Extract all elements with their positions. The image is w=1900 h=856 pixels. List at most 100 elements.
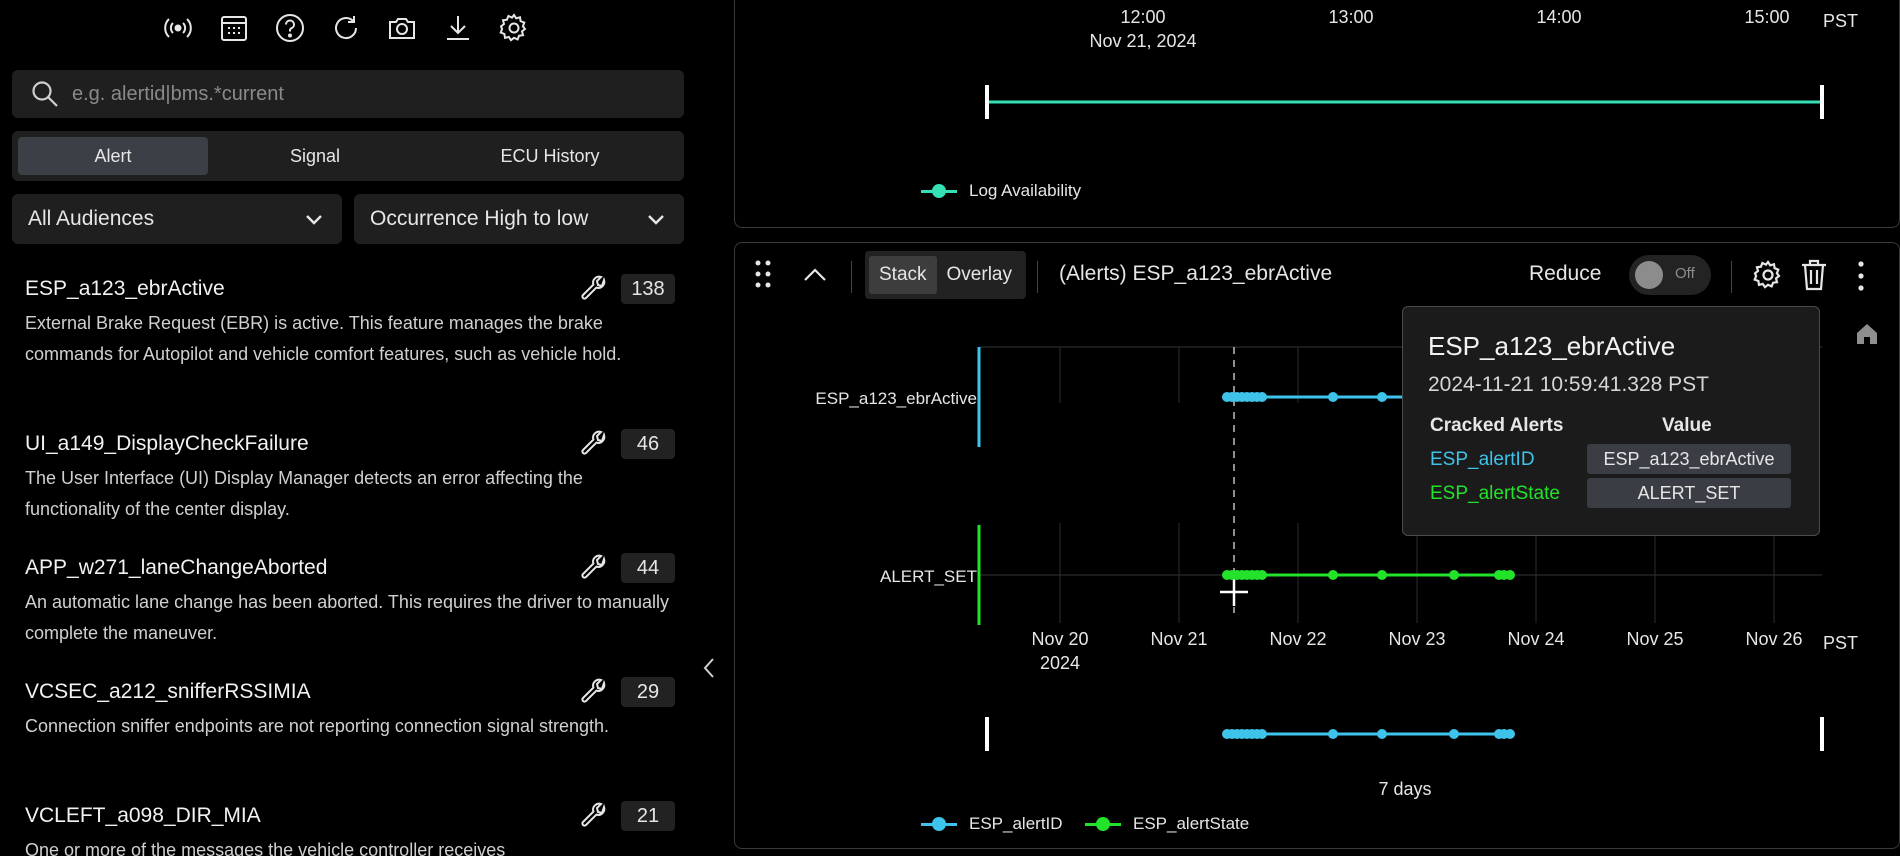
date-tick: Nov 24	[1507, 629, 1565, 649]
home-icon[interactable]	[1854, 321, 1880, 352]
data-point	[1449, 570, 1459, 580]
availability-timeline[interactable]	[735, 0, 1900, 229]
data-point	[1257, 729, 1267, 739]
data-point	[1328, 392, 1338, 402]
occurrence-count: 46	[621, 429, 675, 459]
gear-icon[interactable]	[1752, 259, 1784, 296]
date-tick: Nov 23	[1388, 629, 1446, 649]
cursor-icon	[1220, 578, 1248, 606]
toggle-state: Off	[1675, 265, 1695, 282]
tab-ecu-history[interactable]: ECU History	[500, 145, 600, 166]
tab-signal[interactable]: Signal	[289, 145, 341, 166]
data-point	[1257, 392, 1267, 402]
alert-title: VCLEFT_a098_DIR_MIA	[25, 804, 261, 827]
view-tabs: Alert Signal ECU History	[12, 131, 684, 181]
date-tick: Nov 21	[1150, 629, 1208, 649]
chevron-up-icon[interactable]	[801, 261, 829, 294]
sort-value: Occurrence High to low	[370, 207, 589, 230]
occurrence-count: 44	[621, 553, 675, 583]
broadcast-icon[interactable]	[160, 10, 196, 46]
list-item[interactable]: ESP_a123_ebrActive 138 External Brake Re…	[0, 262, 700, 417]
date-label: Nov 21, 2024	[1089, 31, 1197, 51]
divider	[1037, 261, 1038, 293]
row-label-alert: ESP_a123_ebrActive	[815, 389, 977, 408]
camera-icon[interactable]	[384, 10, 420, 46]
tooltip-key: ESP_alertID	[1430, 449, 1535, 470]
audience-dropdown[interactable]: All Audiences	[12, 194, 342, 244]
tab-alert[interactable]: Alert	[18, 137, 208, 175]
data-point	[1328, 570, 1338, 580]
divider	[1731, 261, 1732, 293]
data-point	[1505, 570, 1515, 580]
alert-list: ESP_a123_ebrActive 138 External Brake Re…	[0, 262, 700, 856]
list-item[interactable]: VCSEC_a212_snifferRSSIMIA 29 Connection …	[0, 665, 700, 789]
chevron-down-icon	[306, 215, 322, 225]
range-span-label: 7 days	[1378, 779, 1432, 799]
data-point	[1505, 729, 1515, 739]
tooltip-timestamp: 2024-11-21 10:59:41.328 PST	[1428, 373, 1709, 396]
time-tick: 14:00	[1536, 7, 1582, 27]
hover-tooltip: ESP_a123_ebrActive 2024-11-21 10:59:41.3…	[1402, 306, 1820, 536]
list-item[interactable]: APP_w271_laneChangeAborted 44 An automat…	[0, 541, 700, 665]
alert-title: UI_a149_DisplayCheckFailure	[25, 432, 309, 455]
help-icon[interactable]	[272, 10, 308, 46]
divider	[851, 261, 852, 293]
collapse-sidebar-button[interactable]	[700, 655, 718, 685]
overlay-button[interactable]: Overlay	[946, 264, 1012, 285]
wrench-icon[interactable]	[579, 274, 609, 304]
year-label: 2024	[1039, 653, 1081, 673]
tooltip-col-value: Value	[1662, 415, 1712, 436]
stack-button[interactable]: Stack	[869, 256, 937, 294]
wrench-icon[interactable]	[579, 553, 609, 583]
reduce-toggle[interactable]: Off	[1629, 255, 1711, 295]
alert-description: External Brake Request (EBR) is active. …	[25, 313, 622, 364]
date-tick: Nov 20	[1031, 629, 1089, 649]
download-icon[interactable]	[440, 10, 476, 46]
tooltip-value: ALERT_SET	[1587, 478, 1791, 508]
drag-handle-icon[interactable]	[753, 258, 773, 295]
list-item[interactable]: UI_a149_DisplayCheckFailure 46 The User …	[0, 417, 700, 541]
alert-description: The User Interface (UI) Display Manager …	[25, 468, 583, 519]
time-tick: 12:00	[1120, 7, 1166, 27]
toggle-knob	[1635, 261, 1663, 289]
data-point	[1377, 392, 1387, 402]
calendar-icon[interactable]	[216, 10, 252, 46]
sort-dropdown[interactable]: Occurrence High to low	[354, 194, 684, 244]
data-point	[1257, 570, 1267, 580]
tooltip-title: ESP_a123_ebrActive	[1428, 331, 1676, 361]
date-tick: Nov 25	[1626, 629, 1684, 649]
legend-label: ESP_alertState	[1133, 814, 1250, 833]
legend-marker	[921, 184, 957, 198]
data-point	[1328, 729, 1338, 739]
timezone-label: PST	[1823, 633, 1859, 653]
alert-description: Connection sniffer endpoints are not rep…	[25, 716, 610, 736]
refresh-icon[interactable]	[328, 10, 364, 46]
stack-overlay-toggle: Stack Overlay	[865, 251, 1026, 299]
wrench-icon[interactable]	[579, 801, 609, 831]
legend-label: Log Availability	[969, 181, 1082, 200]
gear-icon[interactable]	[496, 10, 532, 46]
data-point	[1377, 570, 1387, 580]
alert-title: ESP_a123_ebrActive	[25, 277, 225, 300]
search-input[interactable]	[72, 82, 652, 106]
chevron-left-icon	[703, 658, 714, 678]
more-options-icon[interactable]	[1857, 260, 1865, 297]
row-label-state: ALERT_SET	[879, 567, 977, 586]
wrench-icon[interactable]	[579, 429, 609, 459]
log-availability-panel: 12:00 13:00 14:00 15:00 PST Nov 21, 2024…	[734, 0, 1900, 228]
legend-alert-id: ESP_alertID	[921, 814, 1063, 834]
occurrence-count: 138	[621, 274, 675, 304]
trash-icon[interactable]	[1799, 258, 1829, 297]
tooltip-value: ESP_a123_ebrActive	[1587, 444, 1791, 474]
legend-marker	[921, 817, 957, 831]
alert-description: An automatic lane change has been aborte…	[25, 592, 670, 643]
chart-title: (Alerts) ESP_a123_ebrActive	[1059, 262, 1333, 285]
tooltip-col-key: Cracked Alerts	[1430, 415, 1564, 436]
time-tick: 15:00	[1744, 7, 1790, 27]
occurrence-count: 21	[621, 801, 675, 831]
date-tick: Nov 26	[1745, 629, 1803, 649]
toolbar	[160, 10, 532, 46]
time-tick: 13:00	[1328, 7, 1374, 27]
list-item[interactable]: VCLEFT_a098_DIR_MIA 21 One or more of th…	[0, 789, 700, 856]
wrench-icon[interactable]	[579, 677, 609, 707]
